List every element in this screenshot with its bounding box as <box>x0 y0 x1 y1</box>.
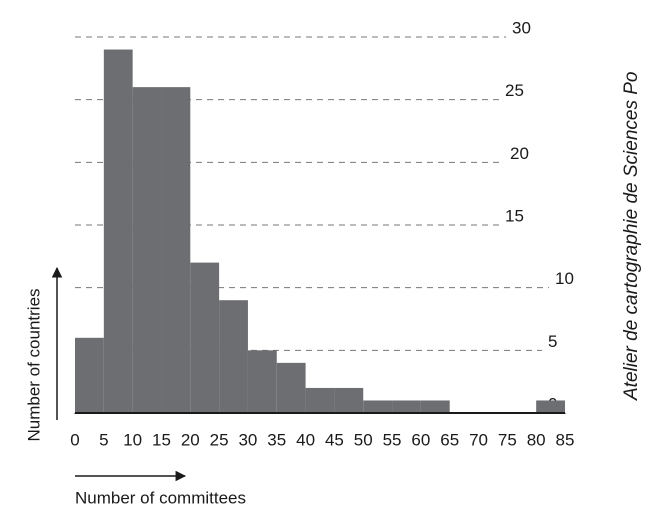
y-tick-label: 15 <box>505 206 524 225</box>
x-tick-label: 45 <box>325 430 344 449</box>
y-tick-label: 20 <box>510 144 529 163</box>
x-tick-label: 85 <box>556 430 575 449</box>
x-tick-label: 40 <box>296 430 315 449</box>
x-tick-label: 60 <box>411 430 430 449</box>
y-tick-label: 5 <box>548 332 557 351</box>
bar <box>132 87 162 413</box>
x-tick-label: 25 <box>210 430 229 449</box>
x-tick-label: 50 <box>354 430 373 449</box>
x-tick-label: 15 <box>152 430 171 449</box>
y-tick-label: 25 <box>505 81 524 100</box>
bar <box>219 300 248 413</box>
x-tick-label: 0 <box>70 430 79 449</box>
bar <box>190 262 220 413</box>
x-axis-label: Number of committees <box>75 488 246 507</box>
bar <box>363 400 393 413</box>
bar <box>420 400 450 413</box>
bar <box>536 400 565 413</box>
x-tick-label: 20 <box>181 430 200 449</box>
x-tick-label: 35 <box>267 430 286 449</box>
y-axis-label: Number of countries <box>24 288 43 441</box>
x-tick-label: 75 <box>498 430 517 449</box>
bar <box>305 387 335 413</box>
bar <box>392 400 421 413</box>
x-tick-label: 55 <box>383 430 402 449</box>
bar <box>247 350 277 413</box>
credit: Atelier de cartographie de Sciences Po <box>621 72 642 401</box>
y-tick-label: 10 <box>555 269 574 288</box>
bar <box>161 87 191 413</box>
bar <box>334 387 364 413</box>
bar <box>75 337 104 413</box>
x-tick-label: 5 <box>99 430 108 449</box>
x-tick-label: 30 <box>238 430 257 449</box>
x-tick-label: 10 <box>123 430 142 449</box>
x-tick-label: 80 <box>527 430 546 449</box>
x-tick-label: 70 <box>469 430 488 449</box>
bar <box>276 362 306 413</box>
bar <box>103 49 133 414</box>
y-tick-label: 30 <box>512 18 531 37</box>
x-tick-label: 65 <box>440 430 459 449</box>
